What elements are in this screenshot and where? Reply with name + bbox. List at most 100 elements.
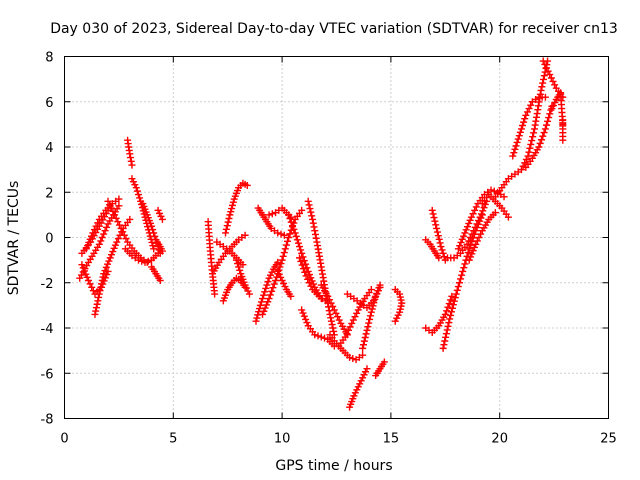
data-point	[370, 299, 378, 307]
data-point	[110, 244, 118, 252]
data-point	[270, 280, 278, 288]
data-series	[317, 281, 351, 339]
data-point	[158, 215, 166, 223]
data-point	[324, 292, 332, 300]
data-point	[97, 283, 105, 291]
data-point	[278, 256, 286, 264]
data-point	[151, 232, 159, 240]
data-point	[127, 154, 135, 162]
data-point	[443, 326, 451, 334]
data-point	[327, 317, 335, 325]
data-point	[456, 242, 464, 250]
data-point	[434, 232, 442, 240]
data-point	[364, 323, 372, 331]
data-point	[435, 254, 443, 262]
x-tick-label: 25	[600, 432, 617, 447]
data-point	[475, 234, 483, 241]
data-point	[298, 306, 306, 314]
data-point	[95, 240, 103, 248]
data-point	[109, 248, 117, 256]
data-point	[290, 225, 298, 233]
data-point	[539, 132, 547, 140]
data-point	[134, 191, 142, 199]
data-point	[542, 121, 550, 129]
data-point	[468, 250, 476, 258]
data-point	[467, 213, 475, 221]
data-point	[280, 231, 288, 239]
data-point	[444, 303, 452, 311]
data-point	[122, 235, 130, 243]
data-point	[138, 257, 146, 265]
data-point	[92, 307, 100, 315]
data-point	[327, 299, 335, 307]
data-series	[422, 236, 443, 262]
data-point	[304, 275, 312, 283]
data-point	[540, 72, 548, 80]
data-point	[461, 229, 469, 237]
data-point	[88, 283, 96, 291]
data-point	[512, 142, 520, 150]
data-point	[109, 207, 117, 215]
data-point	[429, 210, 437, 218]
data-point	[126, 215, 134, 223]
data-point	[263, 281, 271, 289]
data-point	[132, 184, 140, 192]
data-point	[473, 237, 481, 245]
data-point	[351, 313, 359, 321]
data-point	[539, 79, 547, 87]
data-point	[261, 288, 269, 296]
data-point	[448, 308, 456, 316]
data-point	[279, 252, 287, 260]
data-point	[257, 298, 265, 306]
data-point	[467, 253, 475, 261]
data-point	[101, 267, 109, 275]
data-point	[303, 264, 311, 272]
data-point	[466, 234, 474, 241]
data-point	[268, 287, 276, 295]
data-point	[102, 263, 110, 271]
data-point	[539, 57, 547, 65]
data-point	[457, 275, 465, 283]
data-point	[367, 308, 375, 316]
data-point	[92, 304, 100, 312]
data-point	[442, 330, 450, 338]
data-point	[329, 324, 337, 332]
data-point	[460, 232, 468, 240]
data-point	[544, 67, 552, 75]
chart-title: Day 030 of 2023, Sidereal Day-to-day VTE…	[50, 21, 618, 37]
data-series	[372, 358, 388, 380]
data-point	[108, 251, 116, 259]
data-point	[93, 300, 101, 308]
data-point	[469, 247, 477, 255]
y-tick-label: -2	[41, 277, 54, 292]
data-point	[225, 214, 233, 222]
data-series	[559, 116, 567, 144]
data-point	[454, 245, 462, 253]
data-point	[281, 245, 289, 253]
data-point	[509, 152, 517, 160]
data-point	[329, 303, 337, 311]
data-point	[445, 300, 453, 308]
data-point	[292, 232, 300, 240]
data-point	[363, 365, 371, 373]
data-point	[468, 230, 476, 238]
data-point	[330, 306, 338, 314]
data-point	[262, 301, 270, 309]
data-point	[455, 279, 463, 287]
data-point	[365, 319, 373, 327]
data-point	[119, 228, 127, 236]
data-point	[297, 246, 305, 254]
data-series	[304, 197, 338, 339]
data-point	[107, 204, 115, 212]
data-point	[128, 161, 136, 169]
data-point	[262, 284, 270, 292]
data-point	[260, 291, 268, 299]
data-point	[103, 223, 111, 231]
data-point	[457, 238, 465, 246]
data-point	[514, 135, 522, 143]
data-point	[515, 132, 523, 140]
data-point	[464, 249, 472, 257]
data-point	[443, 307, 451, 315]
data-point	[117, 224, 125, 232]
